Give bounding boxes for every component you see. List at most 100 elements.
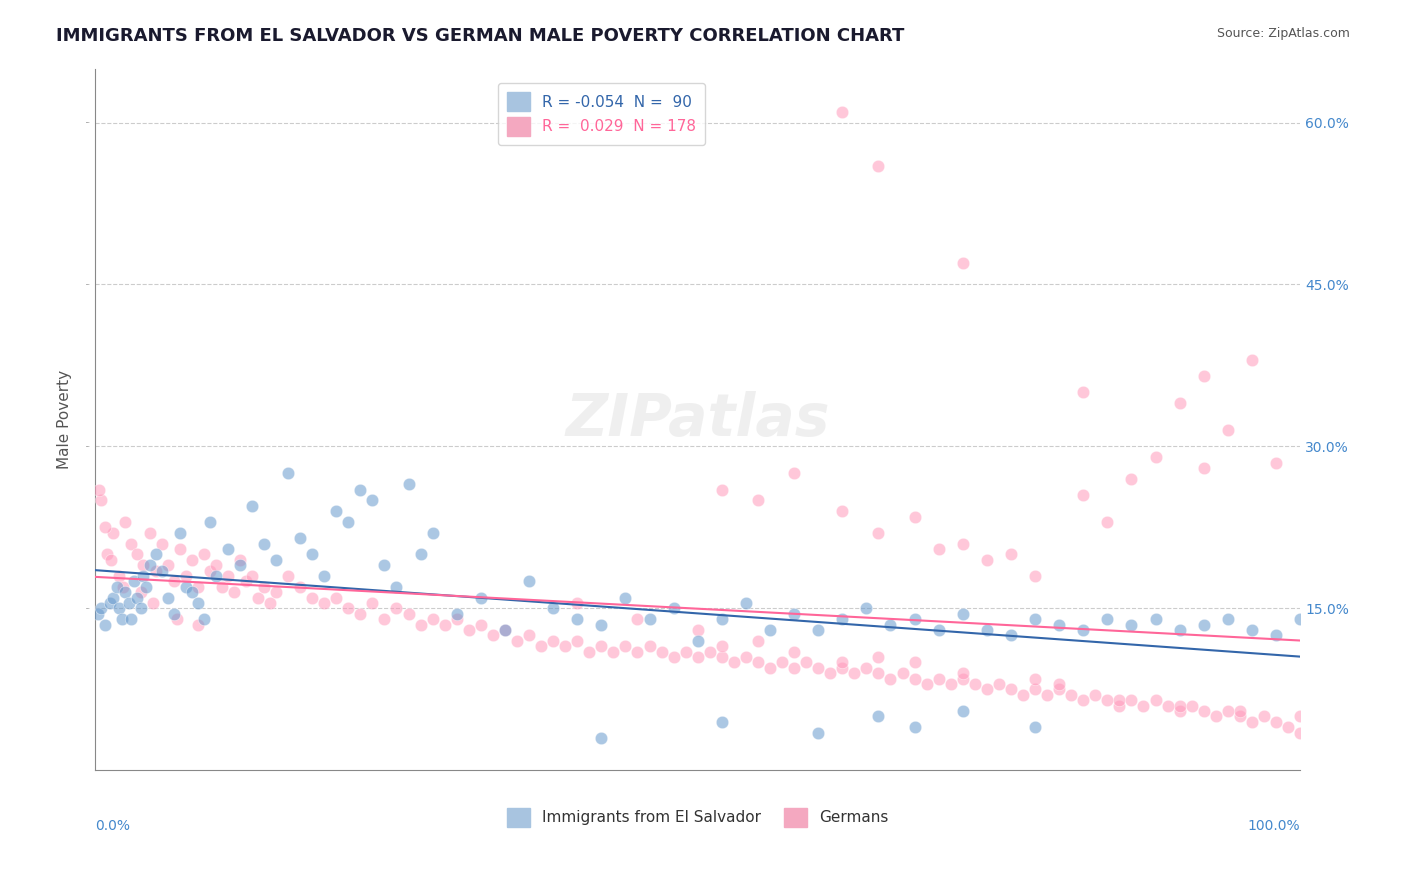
Point (1071, 488, 1094, 502)
Point (422, 525, 444, 540)
Point (86, 607, 108, 621)
Point (1036, 688, 1059, 702)
Point (710, 639, 733, 653)
Point (1024, 672, 1046, 686)
Point (1205, 709, 1227, 723)
Point (180, 553, 202, 567)
Point (928, 672, 950, 686)
Point (903, 672, 925, 686)
Point (150, 536, 173, 550)
Point (193, 548, 215, 562)
Point (952, 536, 974, 550)
Point (1024, 720, 1046, 734)
Point (204, 558, 226, 573)
Point (844, 666, 866, 681)
Point (976, 682, 998, 697)
Point (96, 548, 118, 562)
Point (1216, 612, 1239, 626)
Point (217, 569, 239, 583)
Point (1240, 353, 1263, 368)
Point (385, 580, 408, 594)
Point (1024, 612, 1046, 626)
Point (1168, 698, 1191, 713)
Point (156, 591, 179, 605)
Point (264, 553, 287, 567)
Text: IMMIGRANTS FROM EL SALVADOR VS GERMAN MALE POVERTY CORRELATION CHART: IMMIGRANTS FROM EL SALVADOR VS GERMAN MA… (56, 27, 904, 45)
Point (1192, 461, 1215, 475)
Point (735, 649, 758, 664)
Point (1289, 725, 1312, 739)
Point (482, 628, 505, 642)
Point (915, 677, 938, 691)
Point (1156, 698, 1178, 713)
Point (759, 623, 782, 637)
Point (939, 677, 962, 691)
Point (614, 591, 637, 605)
Point (361, 493, 384, 508)
Point (240, 499, 263, 513)
Point (1084, 688, 1107, 702)
Point (145, 564, 167, 578)
Point (831, 504, 853, 518)
Point (150, 564, 173, 578)
Point (1024, 682, 1046, 697)
Point (398, 477, 420, 491)
Point (831, 612, 853, 626)
Point (963, 677, 986, 691)
Point (1108, 693, 1130, 707)
Point (517, 574, 540, 589)
Point (103, 591, 125, 605)
Point (217, 541, 239, 556)
Point (626, 612, 648, 626)
Point (807, 623, 830, 637)
Point (108, 569, 131, 583)
Point (807, 725, 830, 739)
Point (831, 656, 853, 670)
Point (879, 617, 901, 632)
Point (903, 509, 925, 524)
Point (783, 644, 806, 658)
Point (976, 553, 998, 567)
Point (253, 580, 276, 594)
Point (1253, 709, 1275, 723)
Point (1047, 617, 1070, 632)
Point (162, 607, 184, 621)
Point (1192, 617, 1215, 632)
Point (187, 580, 209, 594)
Point (1000, 548, 1022, 562)
Point (807, 661, 830, 675)
Point (1012, 688, 1035, 702)
Point (105, 580, 128, 594)
Text: 100.0%: 100.0% (1247, 820, 1301, 833)
Point (114, 585, 136, 599)
Point (710, 649, 733, 664)
Point (145, 548, 167, 562)
Point (90, 601, 112, 615)
Point (138, 525, 160, 540)
Point (135, 580, 157, 594)
Point (868, 709, 890, 723)
Point (246, 591, 269, 605)
Point (699, 644, 721, 658)
Point (422, 612, 444, 626)
Point (1168, 704, 1191, 718)
Point (1047, 677, 1070, 691)
Point (229, 553, 252, 567)
Point (1144, 612, 1167, 626)
Point (759, 661, 782, 675)
Point (1192, 704, 1215, 718)
Point (1168, 396, 1191, 410)
Point (1289, 612, 1312, 626)
Point (903, 656, 925, 670)
Point (710, 483, 733, 497)
Point (1192, 369, 1215, 384)
Point (1024, 569, 1046, 583)
Point (1229, 709, 1251, 723)
Text: ZIPatlas: ZIPatlas (565, 391, 830, 448)
Point (187, 617, 209, 632)
Point (211, 580, 233, 594)
Point (446, 607, 468, 621)
Point (1181, 698, 1204, 713)
Point (1000, 682, 1022, 697)
Point (361, 596, 384, 610)
